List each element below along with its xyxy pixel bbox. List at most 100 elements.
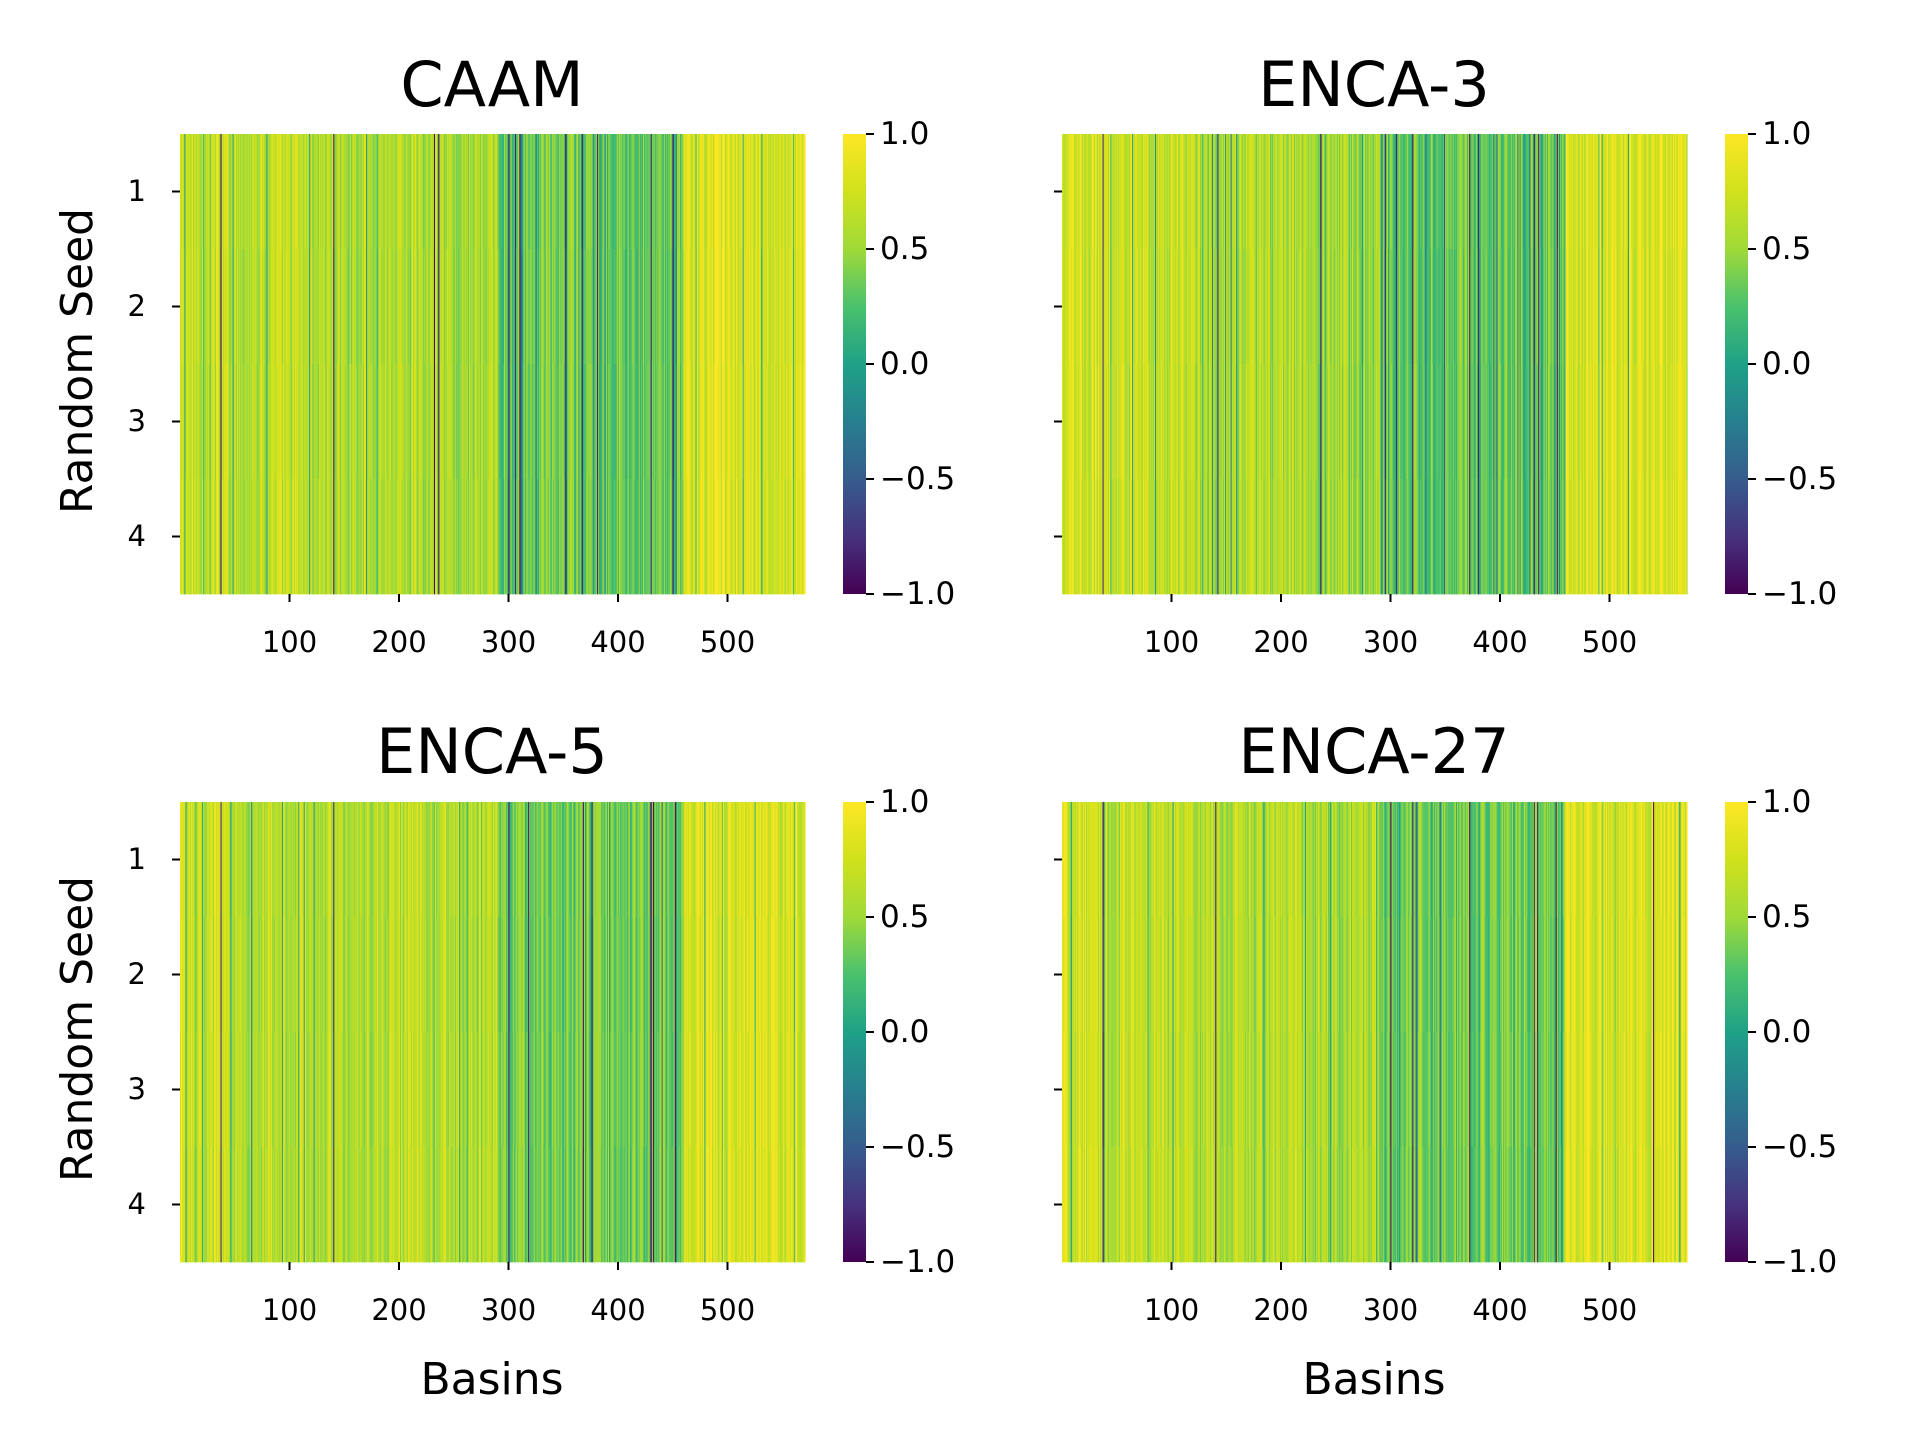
heatmap-cell xyxy=(1363,134,1365,250)
heatmap-cell xyxy=(255,364,258,480)
heatmap-cell xyxy=(1070,249,1073,365)
heatmap-cell xyxy=(1192,134,1194,250)
heatmap-cell xyxy=(493,249,495,365)
heatmap-cell xyxy=(409,249,412,365)
heatmap-cell xyxy=(263,479,265,595)
heatmap-cell xyxy=(1472,134,1475,250)
heatmap-cell xyxy=(1295,364,1297,480)
heatmap-cell xyxy=(390,802,392,918)
heatmap-cell xyxy=(212,249,215,365)
heatmap-cell xyxy=(1658,479,1661,595)
heatmap-cell xyxy=(1434,134,1436,250)
x-tick-label: 100 xyxy=(1144,625,1199,659)
heatmap-cell xyxy=(1638,364,1641,480)
heatmap-cell xyxy=(1127,249,1130,365)
heatmap-cell xyxy=(241,249,243,365)
heatmap-cell xyxy=(1418,249,1421,365)
heatmap-cell xyxy=(764,479,767,595)
heatmap-cell xyxy=(1395,134,1398,250)
heatmap-cell xyxy=(1532,249,1535,365)
heatmap-cell xyxy=(1656,479,1659,595)
heatmap-cell xyxy=(425,134,427,250)
heatmap-cell xyxy=(1098,249,1100,365)
heatmap-cell xyxy=(437,249,439,365)
heatmap-cell xyxy=(739,364,742,480)
heatmap-cell xyxy=(539,134,541,250)
heatmap-cell xyxy=(1302,134,1305,250)
heatmap-cell xyxy=(543,802,546,918)
heatmap-cell xyxy=(693,249,696,365)
heatmap-cell xyxy=(359,364,362,480)
heatmap-cell xyxy=(544,802,547,918)
heatmap-cell xyxy=(658,134,661,250)
heatmap-cell xyxy=(1495,249,1498,365)
heatmap-cell xyxy=(198,364,201,480)
heatmap-cell xyxy=(1573,249,1575,365)
heatmap-cell xyxy=(248,249,251,365)
heatmap-cell xyxy=(1238,479,1240,595)
heatmap-cell xyxy=(1656,249,1659,365)
heatmap-cell xyxy=(278,802,281,918)
heatmap-cell xyxy=(1498,249,1501,365)
heatmap-cell xyxy=(385,802,388,918)
heatmap-cell xyxy=(181,479,183,595)
heatmap-cell xyxy=(1127,364,1130,480)
heatmap-cell xyxy=(713,134,715,250)
heatmap-cell xyxy=(775,479,778,595)
heatmap-cell xyxy=(1302,249,1305,365)
heatmap-cell xyxy=(1581,134,1584,250)
heatmap-cell xyxy=(1399,479,1401,595)
heatmap-cell xyxy=(1170,249,1173,365)
heatmap-cell xyxy=(1683,134,1686,250)
heatmap-cell xyxy=(1321,364,1324,480)
heatmap-cell xyxy=(490,364,493,480)
heatmap-cell xyxy=(1645,479,1648,595)
heatmap-cell xyxy=(613,249,616,365)
heatmap-cell xyxy=(232,479,235,595)
heatmap-cell xyxy=(1090,364,1093,480)
heatmap-cell xyxy=(1553,479,1556,595)
heatmap-cell xyxy=(1176,134,1179,250)
heatmap-cell xyxy=(1210,134,1213,250)
heatmap-cell xyxy=(299,249,301,365)
heatmap-cell xyxy=(1324,134,1327,250)
heatmap-cell xyxy=(1437,134,1440,250)
heatmap-cell xyxy=(1090,134,1093,250)
heatmap-cell xyxy=(1366,134,1368,250)
heatmap-cell xyxy=(1201,134,1203,250)
heatmap-cell xyxy=(181,364,183,480)
heatmap-cell xyxy=(1076,134,1078,250)
heatmap-cell xyxy=(484,802,486,918)
heatmap-cell xyxy=(796,479,798,595)
heatmap-cell xyxy=(342,249,344,365)
heatmap-cell xyxy=(493,134,495,250)
heatmap-cell xyxy=(1301,134,1304,250)
heatmap-cell xyxy=(222,479,225,595)
heatmap-cell xyxy=(1151,364,1154,480)
heatmap-cell xyxy=(1507,249,1510,365)
heatmap-cell xyxy=(351,134,354,250)
heatmap-cell xyxy=(253,134,256,250)
heatmap-cell xyxy=(1418,479,1421,595)
heatmap-cell xyxy=(486,802,489,918)
heatmap-cell xyxy=(373,802,376,918)
heatmap-cell xyxy=(305,364,308,480)
heatmap-cell xyxy=(481,134,483,250)
heatmap-cell xyxy=(1528,249,1530,365)
heatmap-cell xyxy=(1077,364,1080,480)
heatmap-cell xyxy=(1078,249,1081,365)
heatmap-cell xyxy=(1546,479,1549,595)
heatmap-cell xyxy=(1069,479,1072,595)
heatmap-cell xyxy=(298,802,300,918)
heatmap-cell xyxy=(1375,134,1377,250)
heatmap-cell xyxy=(1262,364,1264,480)
heatmap-cell xyxy=(1275,134,1278,250)
heatmap-cell xyxy=(1289,364,1292,480)
colorbar-tick-label: −0.5 xyxy=(1762,461,1837,497)
heatmap-cell xyxy=(1198,249,1201,365)
heatmap-cell xyxy=(286,802,288,918)
heatmap-cell xyxy=(517,479,519,595)
heatmap-cell xyxy=(1527,134,1529,250)
heatmap-cell xyxy=(230,249,233,365)
heatmap-cell xyxy=(731,249,734,365)
